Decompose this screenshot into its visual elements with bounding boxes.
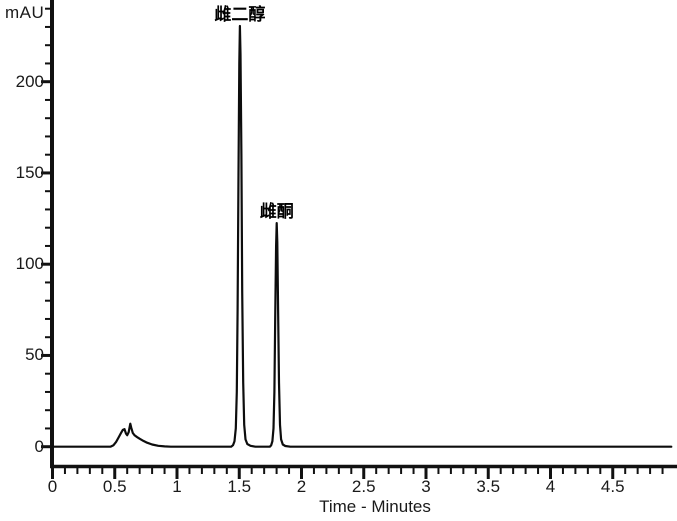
y-tick-label: 150 [15, 162, 44, 182]
chromatogram-trace [51, 24, 673, 448]
x-tick-label: 1 [172, 477, 182, 496]
x-tick-label: 0 [47, 477, 58, 496]
x-tick-label: 2 [296, 477, 307, 496]
x-tick-label: 4 [545, 477, 556, 496]
x-tick-label: 1.5 [227, 477, 252, 496]
y-tick-label: 50 [25, 345, 44, 365]
x-axis-title: Time - Minutes [319, 497, 431, 516]
peak-label: 雌二醇 [214, 5, 266, 25]
y-tick-label: 0 [34, 436, 44, 456]
peak-label: 雌酮 [259, 202, 294, 222]
x-tick-label: 3.5 [476, 477, 501, 496]
x-tick-label: 3 [421, 477, 431, 496]
y-axis-unit-label: mAU [5, 3, 45, 22]
y-tick-label: 100 [15, 254, 44, 274]
y-tick-label: 200 [15, 71, 44, 91]
x-tick-label: 0.5 [102, 477, 127, 496]
x-tick-label: 2.5 [351, 477, 376, 496]
x-tick-label: 4.5 [600, 477, 625, 496]
